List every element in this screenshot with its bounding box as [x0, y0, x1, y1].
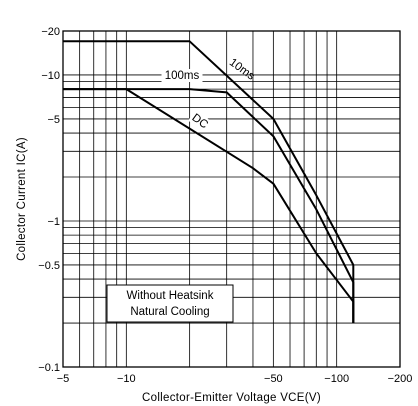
curve-100ms: [63, 88, 355, 323]
y-tick-label: −0.1: [38, 362, 60, 374]
x-tick-label: −50: [264, 373, 283, 385]
x-tick-label: −10: [117, 373, 136, 385]
x-tick-label: −5: [57, 373, 70, 385]
x-tick-label: −200: [388, 373, 413, 385]
curve-label-bg: [161, 69, 203, 82]
y-tick-label: −10: [41, 70, 60, 82]
x-tick-label: −100: [324, 373, 349, 385]
y-tick-label: −5: [47, 114, 60, 126]
y-tick-label: −0.5: [38, 260, 60, 272]
annotation-line-1: Without Heatsink: [127, 290, 214, 302]
y-tick-label: −20: [41, 26, 60, 38]
curve-label-100ms: 100ms: [165, 70, 200, 82]
note-box: Without Heatsink Natural Cooling: [106, 284, 234, 323]
curve-label-bg: [188, 110, 212, 133]
x-axis-label: Collector-Emitter Voltage VCE(V): [142, 392, 321, 404]
plot-frame: [62, 30, 401, 368]
axes: −5 −10 −50 −100 −200 −0.1 −0.5 −1 −5 −10 −20: [38, 26, 412, 385]
annotation-line-2: Natural Cooling: [130, 306, 209, 318]
y-tick-label: −1: [47, 216, 60, 228]
y-axis-label: Collector Current IC(A): [16, 137, 28, 261]
curve-label-group: 100ms: [161, 69, 203, 82]
curve-dc: [63, 88, 355, 323]
curve-10ms: [63, 40, 355, 323]
grid: [63, 31, 400, 367]
